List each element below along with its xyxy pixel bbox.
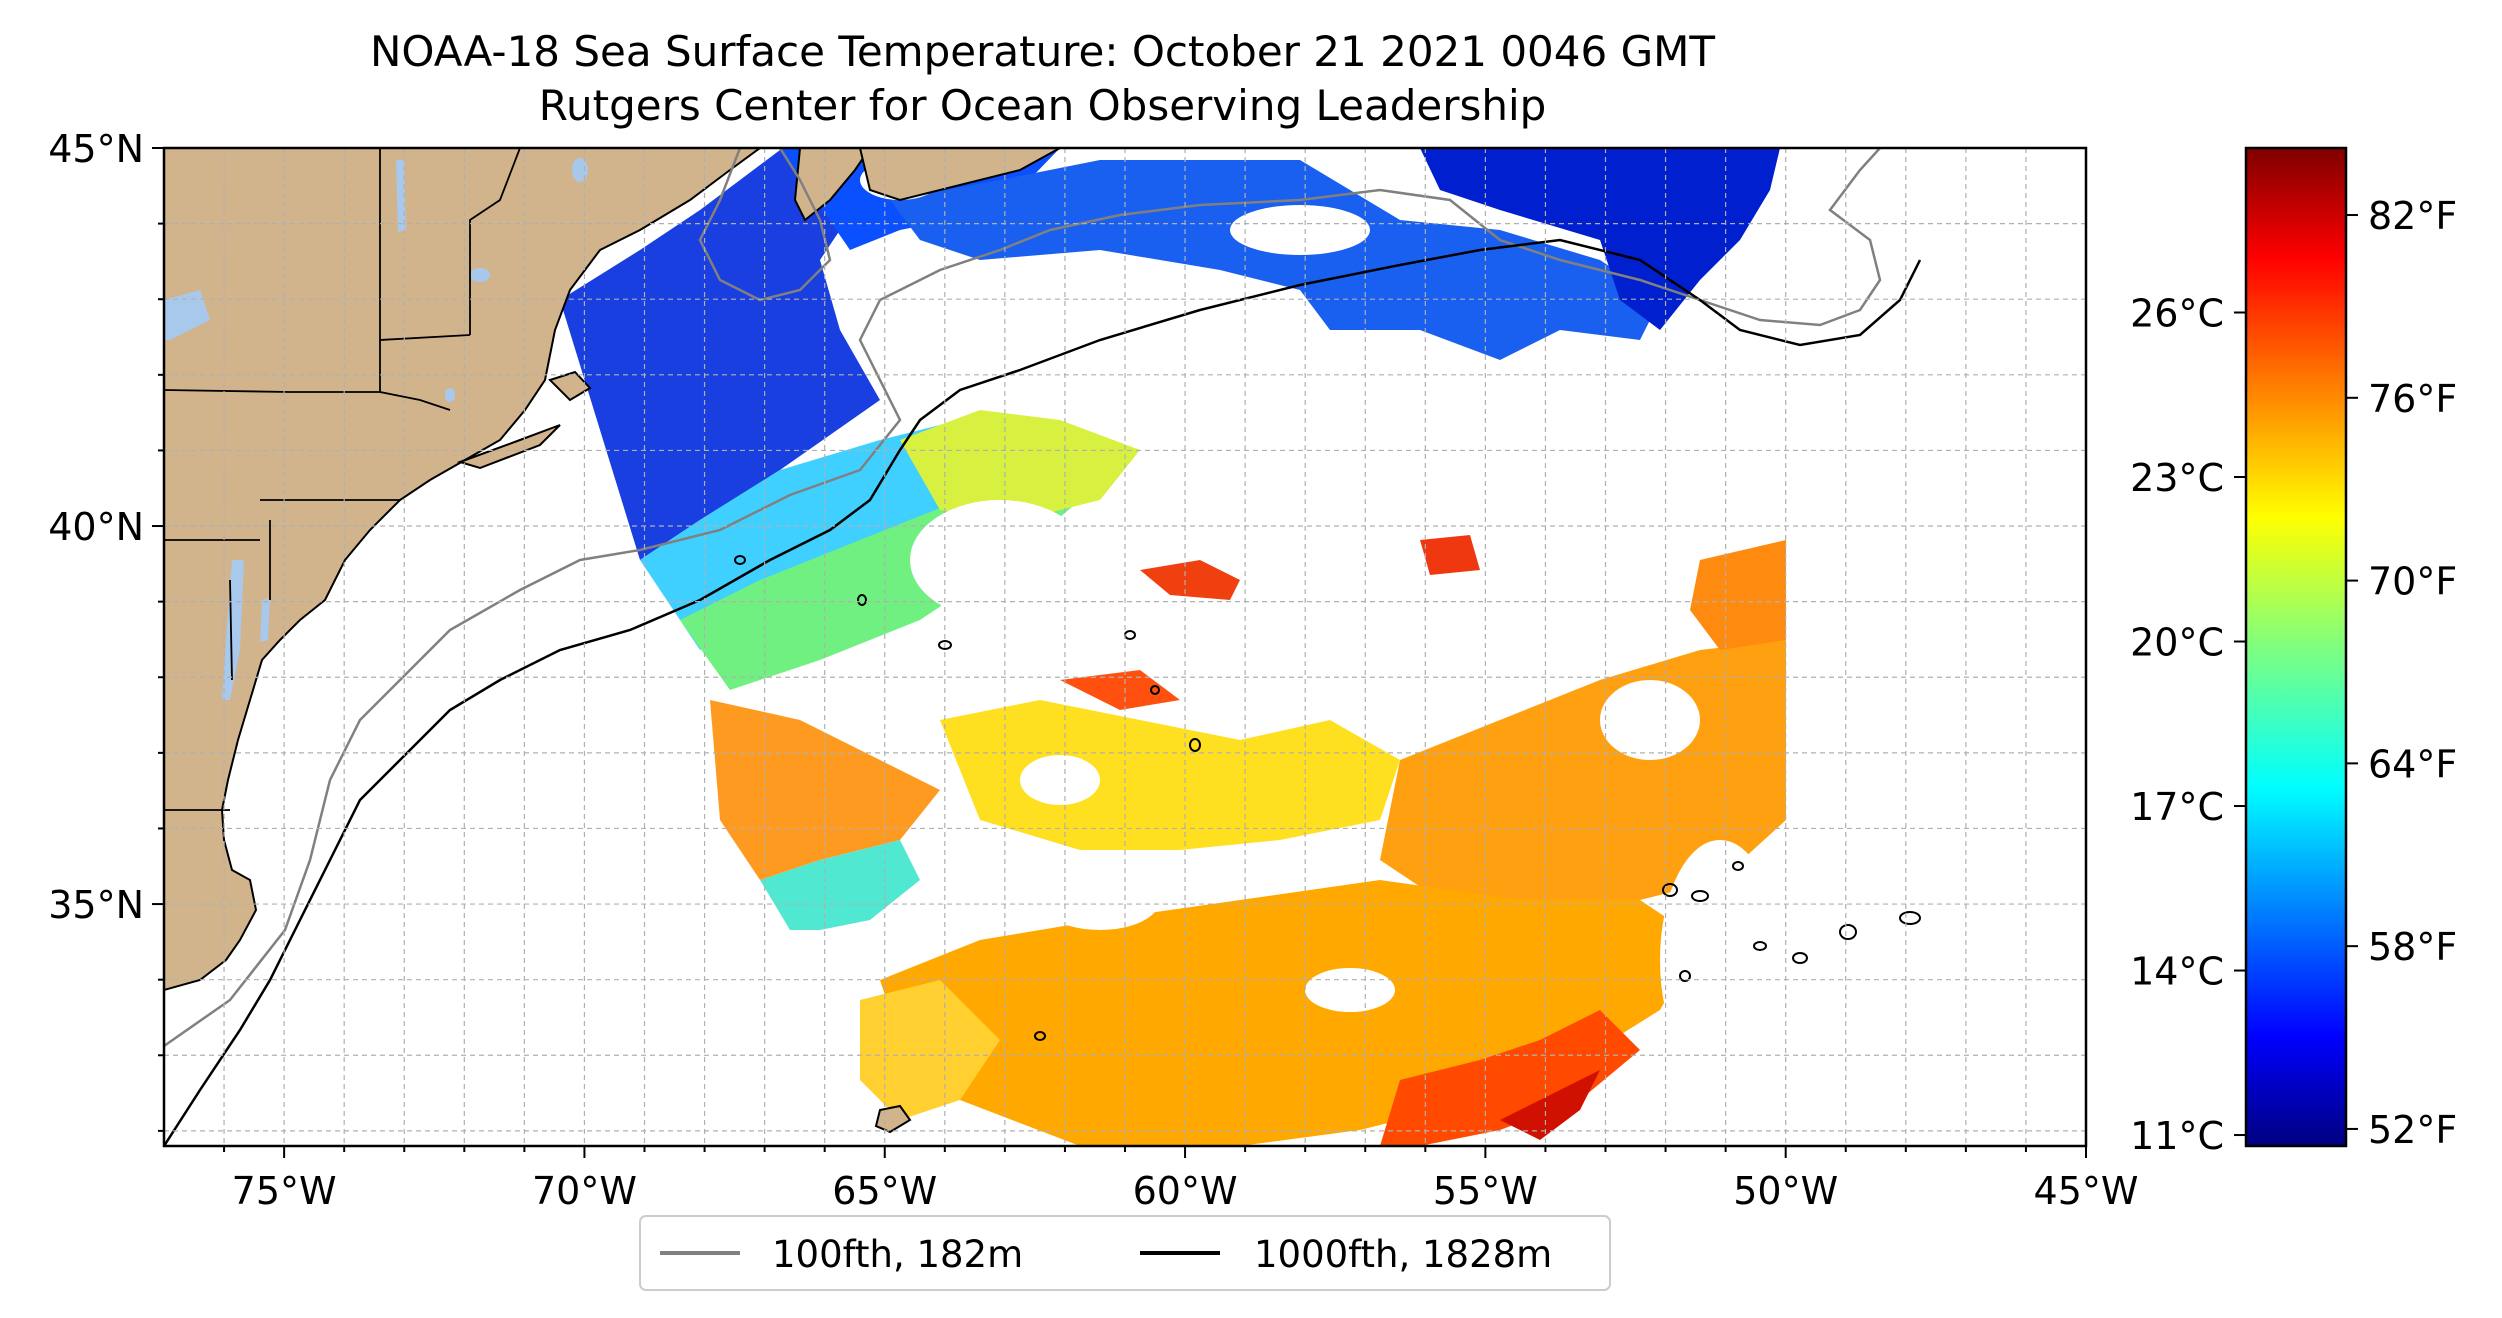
fahrenheit-tick-label: 58°F — [2368, 925, 2457, 969]
sst-cold-north — [1420, 148, 1780, 330]
lake-moosehead — [572, 158, 588, 182]
legend-label-1000fth: 1000fth, 1828m — [1254, 1233, 1552, 1276]
sst-yellow-central — [940, 700, 1400, 850]
fahrenheit-tick-label: 76°F — [2368, 377, 2457, 421]
chesapeake-bay — [222, 560, 244, 700]
lake-champlain — [396, 160, 406, 232]
lon-tick-label: 65°W — [832, 1169, 937, 1213]
latitude-axis: 45°N 40°N 35°N — [48, 127, 164, 1132]
long-island — [456, 424, 561, 470]
lon-tick-label: 60°W — [1133, 1169, 1238, 1213]
gridlines — [164, 148, 2086, 1146]
celsius-tick-label: 20°C — [2130, 621, 2224, 665]
isobath-100fth — [164, 148, 1882, 1048]
lon-tick-label: 50°W — [1733, 1169, 1838, 1213]
lat-tick-label: 45°N — [48, 127, 144, 171]
lon-tick-label: 55°W — [1433, 1169, 1538, 1213]
isobath-1000fth — [164, 238, 1922, 1146]
map-subtitle: Rutgers Center for Ocean Observing Leade… — [538, 81, 1547, 130]
celsius-tick-label: 14°C — [2130, 950, 2224, 994]
lon-tick-label: 75°W — [232, 1169, 337, 1213]
lat-tick-label: 40°N — [48, 505, 144, 549]
sst-orange-east-edge — [1690, 540, 1786, 650]
north-america-land — [164, 148, 762, 992]
map-title: NOAA-18 Sea Surface Temperature: October… — [369, 27, 1716, 76]
sst-yellow-south — [860, 980, 1000, 1120]
state-borders — [164, 148, 521, 811]
colorbar-celsius-axis: 26°C 23°C 20°C 17°C 14°C 11°C — [2130, 292, 2246, 1158]
seamounts — [734, 555, 1921, 1041]
land — [164, 148, 1061, 1134]
legend-frame — [639, 1215, 1611, 1291]
colorbar-gradient — [2244, 146, 2348, 1148]
colorbar: 26°C 23°C 20°C 17°C 14°C 11°C 82°F 76°F 70°F 64°… — [2130, 146, 2457, 1158]
sst-red-patch-3 — [1060, 670, 1180, 710]
cloud-mask — [860, 160, 1780, 1080]
cape-cod — [548, 370, 592, 402]
legend-label-100fth: 100fth, 182m — [772, 1233, 1023, 1276]
lake-quabbin — [445, 388, 455, 402]
map-panel — [164, 148, 2086, 1146]
delaware-bay — [260, 598, 270, 642]
lake-winnipesaukee — [470, 268, 490, 282]
fahrenheit-tick-label: 82°F — [2368, 194, 2457, 238]
sst-darkred-south — [1500, 1070, 1600, 1140]
celsius-tick-label: 11°C — [2130, 1114, 2224, 1158]
lon-tick-label: 45°W — [2034, 1169, 2139, 1213]
lat-tick-label: 35°N — [48, 883, 144, 927]
fahrenheit-tick-label: 70°F — [2368, 560, 2457, 604]
celsius-tick-label: 17°C — [2130, 785, 2224, 829]
sst-cyan-south — [760, 840, 920, 930]
lon-tick-label: 70°W — [532, 1169, 637, 1213]
isobath-legend: 100fth, 182m 1000fth, 1828m — [639, 1215, 1611, 1291]
newfoundland-land — [858, 148, 1061, 202]
sst-yellow-north — [900, 410, 1140, 520]
lakes — [164, 158, 588, 700]
celsius-tick-label: 23°C — [2130, 456, 2224, 500]
nova-scotia-land — [793, 148, 872, 222]
celsius-tick-label: 26°C — [2130, 292, 2224, 336]
colorbar-fahrenheit-axis: 82°F 76°F 70°F 64°F 58°F 52°F — [2346, 194, 2457, 1152]
sst-red-south — [1380, 1010, 1640, 1146]
sst-red-patch-1 — [1140, 560, 1240, 600]
fahrenheit-tick-label: 64°F — [2368, 742, 2457, 786]
fahrenheit-tick-label: 52°F — [2368, 1108, 2457, 1152]
great-lakes-fragment — [164, 290, 210, 340]
sst-red-patch-2 — [1420, 535, 1480, 575]
sst-cold-grand-banks — [890, 160, 1660, 360]
longitude-axis: 75°W 70°W 65°W 60°W 55°W 50°W 45°W — [223, 1146, 2139, 1213]
